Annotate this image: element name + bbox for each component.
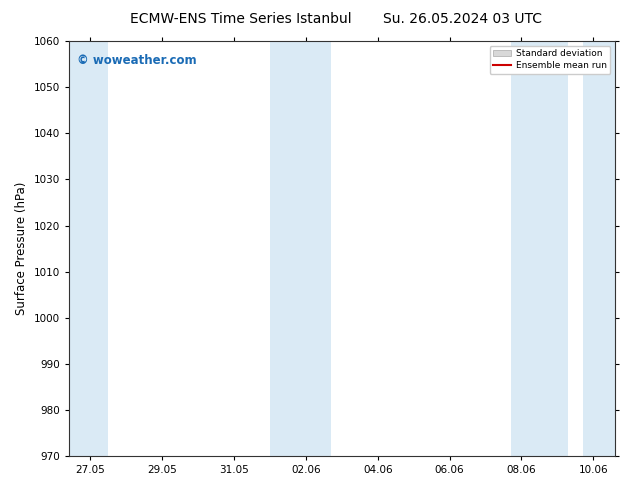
Bar [69, 41, 108, 456]
Bar [583, 41, 615, 456]
Bar [270, 41, 331, 456]
Text: Su. 26.05.2024 03 UTC: Su. 26.05.2024 03 UTC [384, 12, 542, 26]
Y-axis label: Surface Pressure (hPa): Surface Pressure (hPa) [15, 182, 28, 315]
Legend: Standard deviation, Ensemble mean run: Standard deviation, Ensemble mean run [489, 46, 611, 74]
Text: ECMW-ENS Time Series Istanbul: ECMW-ENS Time Series Istanbul [130, 12, 352, 26]
Bar [510, 41, 568, 456]
Text: © woweather.com: © woweather.com [77, 54, 197, 67]
